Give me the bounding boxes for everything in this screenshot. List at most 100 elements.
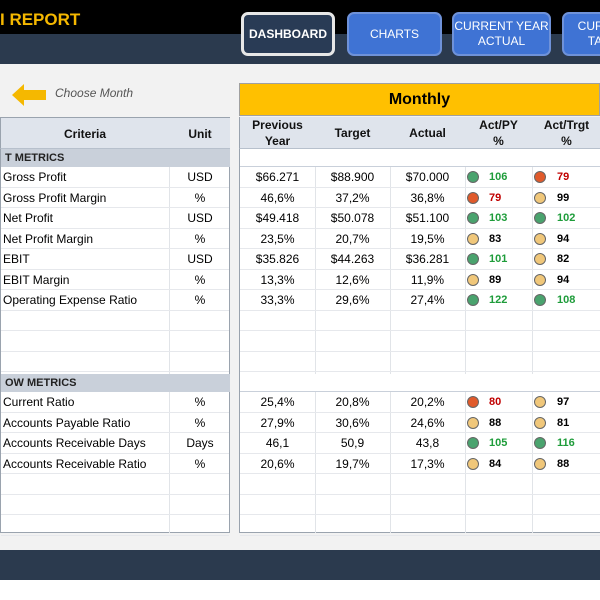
status-indicator-icon (467, 273, 479, 286)
status-indicator-icon (467, 457, 479, 470)
table-row: $35.826 $44.263 $36.281 101 82 (240, 249, 600, 269)
criteria-cell: EBIT Margin (3, 272, 70, 287)
grid-line (1, 186, 229, 188)
section-header: OW METRICS (1, 374, 230, 392)
status-indicator-icon (467, 191, 479, 204)
actual-cell: 43,8 (415, 436, 440, 450)
table-row: 25,4% 20,8% 20,2% 80 97 (240, 392, 600, 412)
report-title: I REPORT (0, 10, 81, 29)
table-row: 23,5% 20,7% 19,5% 83 94 (240, 229, 600, 249)
table-row: 27,9% 30,6% 24,6% 88 81 (240, 413, 600, 433)
status-indicator-icon (534, 232, 546, 245)
grid-line (1, 534, 229, 536)
status-indicator-icon (467, 294, 479, 306)
actual-cell: 17,3% (410, 456, 445, 471)
act-py-value: 84 (489, 457, 502, 470)
grid-line (1, 330, 229, 331)
actual-cell: $36.281 (405, 252, 450, 266)
previous-year-cell: 23,5% (260, 231, 295, 246)
header-target: Target (334, 126, 371, 140)
header-act-py: Act/PY % (479, 118, 518, 148)
act-py-value: 88 (489, 416, 502, 429)
previous-year-cell: 25,4% (260, 395, 295, 409)
header-unit: Unit (188, 127, 212, 141)
act-trgt-value: 88 (557, 457, 570, 470)
target-cell: $44.263 (330, 252, 375, 266)
act-trgt-value: 81 (557, 416, 570, 429)
current-year-actual-button[interactable]: CURRENT YEAR ACTUAL (452, 12, 551, 56)
grid-line (532, 149, 533, 533)
previous-year-cell: 46,1 (265, 436, 290, 450)
previous-year-cell: $49.418 (255, 211, 300, 225)
header-act-trgt: Act/Trgt % (543, 118, 590, 148)
status-indicator-icon (467, 253, 479, 265)
grid-line (1, 350, 229, 352)
grid-line (169, 149, 170, 533)
criteria-cell: Accounts Receivable Days (3, 436, 146, 450)
grid-line (240, 289, 600, 290)
grid-line (240, 452, 600, 454)
status-indicator-icon (467, 212, 479, 224)
grid-line (240, 493, 600, 495)
previous-year-cell: 13,3% (260, 272, 295, 287)
monthly-header: Monthly (239, 83, 600, 116)
table-row: $49.418 $50.078 $51.100 103 102 (240, 208, 600, 228)
charts-button[interactable]: CHARTS (347, 12, 442, 56)
table-row: Accounts Receivable Ratio% (1, 454, 229, 474)
status-indicator-icon (534, 294, 546, 306)
grid-line (1, 207, 229, 208)
grid-line (240, 371, 600, 372)
actual-cell: $70.000 (405, 170, 450, 184)
status-indicator-icon (534, 191, 546, 204)
table-row: Net Profit Margin% (1, 229, 229, 249)
previous-year-cell: $35.826 (255, 252, 300, 266)
previous-year-cell: 27,9% (260, 415, 295, 430)
header-criteria: Criteria (63, 127, 107, 141)
grid-line (240, 330, 600, 331)
act-trgt-value: 108 (557, 294, 576, 306)
grid-line (240, 186, 600, 188)
status-indicator-icon (534, 171, 546, 183)
actual-cell: 19,5% (410, 231, 445, 246)
act-trgt-value: 94 (557, 232, 570, 245)
section-header-spacer (240, 149, 600, 167)
right-header-row: Previous Year Target Actual Act/PY % Act… (239, 117, 600, 149)
target-cell: 12,6% (335, 272, 370, 287)
criteria-cell: Accounts Payable Ratio (3, 415, 131, 430)
dashboard-button[interactable]: DASHBOARD (241, 12, 335, 56)
criteria-cell: Accounts Receivable Ratio (3, 456, 147, 471)
arrow-left-icon[interactable] (12, 84, 46, 111)
target-cell: 30,6% (335, 415, 370, 430)
actual-cell: $51.100 (405, 211, 450, 225)
table-row: Gross Profit Margin% (1, 188, 229, 208)
grid-line (240, 207, 600, 208)
grid-line (1, 493, 229, 495)
grid-line (1, 514, 229, 515)
grid-line (240, 534, 600, 536)
act-trgt-value: 99 (557, 191, 570, 204)
grid-line (1, 268, 229, 270)
target-cell: 50,9 (340, 436, 365, 450)
grid-line (240, 350, 600, 352)
grid-line (1, 227, 229, 229)
current-year-target-button[interactable]: CURR TA (562, 12, 600, 56)
table-row: Operating Expense Ratio% (1, 290, 229, 310)
criteria-cell: Net Profit (3, 211, 54, 225)
act-py-value: 89 (489, 273, 502, 286)
act-trgt-value: 102 (557, 212, 576, 224)
criteria-cell: Net Profit Margin (3, 231, 94, 246)
target-cell: 20,8% (335, 395, 370, 409)
unit-cell: Days (186, 436, 214, 450)
actual-cell: 27,4% (410, 293, 445, 307)
unit-cell: USD (187, 211, 213, 225)
act-py-value: 106 (489, 171, 508, 183)
bottom-strip (0, 580, 600, 600)
choose-month-label: Choose Month (55, 86, 134, 100)
criteria-cell: Gross Profit (3, 170, 67, 184)
table-row: $66.271 $88.900 $70.000 106 79 (240, 167, 600, 187)
table-row: Accounts Receivable Days Days (1, 433, 229, 453)
actual-cell: 24,6% (410, 415, 445, 430)
status-indicator-icon (534, 457, 546, 470)
status-indicator-icon (534, 253, 546, 265)
status-indicator-icon (534, 416, 546, 429)
